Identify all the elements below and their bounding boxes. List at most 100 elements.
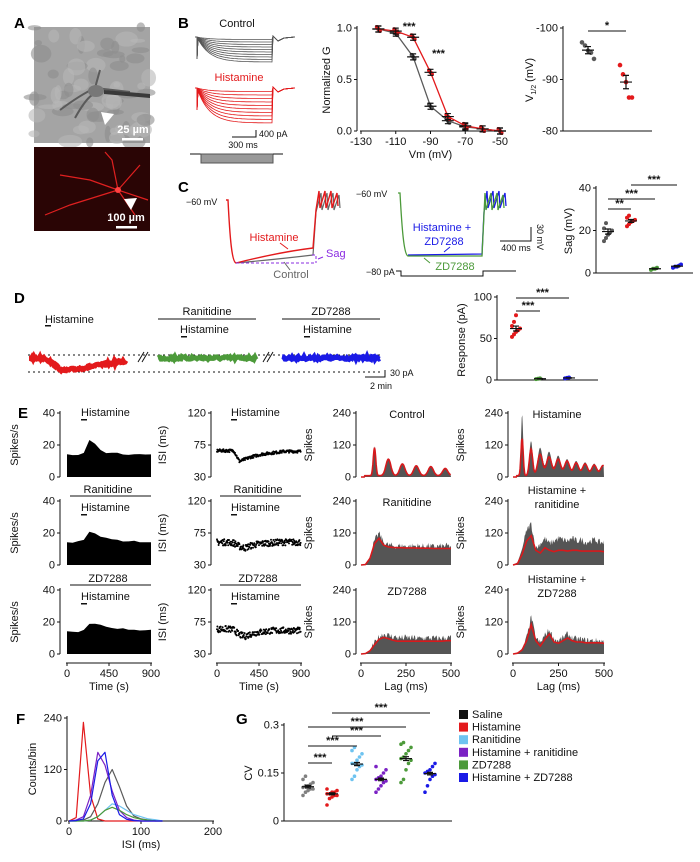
isi-point [231,629,234,632]
isi-point [289,630,292,633]
histamine-zd7288-label-1: Histamine + [413,222,471,234]
scale-time-label: 400 ms [501,243,531,253]
isi-point [242,544,245,547]
texture-blob [72,125,89,135]
texture-blob [73,78,89,91]
data-point [425,784,430,788]
autocorrelogram-bars [513,415,604,477]
application-bar [231,603,237,605]
y-tick-label: 20 [43,440,55,452]
y-tick-label: 0.15 [258,768,279,780]
legend-swatch [459,710,468,719]
isi-point [234,631,237,634]
isi-point [292,541,294,544]
y-tick-label: 50 [480,333,492,345]
fluorescence-image [34,147,150,231]
x-tick-label: 900 [142,668,160,680]
isi-point [229,631,232,633]
data-point [409,745,413,750]
y-tick-label: 1.0 [337,23,352,35]
mean-sem-bar [441,117,454,125]
application-bar [81,514,87,516]
x-tick-label: 450 [100,668,118,680]
y-tick-label: 120 [188,585,206,597]
data-point [357,755,362,759]
isi-point [258,633,261,636]
data-point [352,774,357,778]
panel-title: Histamine [533,409,582,421]
y-tick-label: 40 [579,183,591,195]
current-sweep [195,35,296,60]
panel-title: ZD7288 [537,588,576,600]
isi-point [244,637,247,640]
isi-point [277,629,280,632]
current-sweep [195,35,296,63]
y-tick-label: 240 [333,496,351,508]
histamine-label: Histamine [215,72,264,84]
y-tick-label: 120 [333,528,351,540]
histamine-trace [226,190,339,264]
x-tick-label: -70 [457,136,473,148]
isi-point [237,630,240,632]
texture-blob [111,40,120,54]
y-tick-label: 240 [44,713,62,725]
panel-title: ranitidine [535,499,580,511]
isi-point [234,540,237,543]
data-point [604,221,608,226]
y-tick-label: 0 [345,560,351,572]
firing-rate-area [67,440,151,477]
data-point [591,56,597,62]
panel-label-e: E [18,405,28,422]
isi-point [247,547,250,550]
control-trace [235,192,341,264]
application-label: Histamine [231,502,280,514]
x-axis-label: Lag (ms) [537,681,580,693]
isi-point [284,544,287,547]
isi-point [232,539,235,542]
y-axis-label: Spikes/s [9,424,21,466]
isi-point [290,538,293,541]
axis-break-icon [137,351,149,363]
x-tick-label: -50 [492,136,508,148]
texture-blob [34,40,43,46]
y-axis-label: Response (pA) [456,303,468,376]
application-bar [181,336,187,338]
x-tick-label: 250 [397,668,415,680]
current-sweep [195,35,296,60]
mean-sem-bar [389,27,402,35]
x-tick-label: 0 [64,668,70,680]
isi-point [296,451,299,454]
significance-label: *** [625,188,639,200]
x-axis-label: Lag (ms) [384,681,427,693]
isi-histogram-zd7288 [69,806,163,822]
mean-sem-bar [424,68,437,76]
current-sweep [195,35,296,60]
isi-point [259,631,262,633]
isi-point [299,450,302,453]
isi-point [249,543,252,546]
vrest-label: −60 mV [186,197,217,207]
legend-swatch [459,735,468,745]
data-point [428,768,432,772]
isi-point [275,627,278,630]
isi-point [288,542,290,545]
scale-time-label: 2 min [370,381,392,391]
texture-blob [58,134,83,148]
mean-sem-bar [424,102,437,110]
y-tick-label: 0 [49,472,55,484]
histamine-application-label: Histamine [303,324,352,336]
x-tick-label: 0 [510,668,516,680]
y-axis-label-part: (mV) [524,58,536,85]
y-axis-label: Normalized G [321,46,333,113]
scale-current-label: 400 pA [259,129,288,139]
fit-line [378,28,501,132]
mean-sem-bar [459,122,472,130]
drug-label: ZD7288 [238,573,277,585]
isi-point [282,544,285,547]
x-tick-label: 100 [132,826,150,838]
data-point [399,780,403,785]
y-tick-label: 40 [43,496,55,508]
isi-point [282,626,285,629]
data-point [379,774,383,778]
legend-swatch [459,747,468,757]
